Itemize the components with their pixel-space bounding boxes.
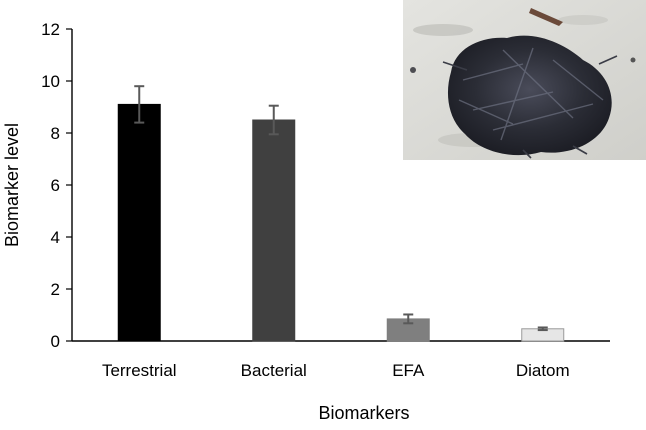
y-tick-label: 2 [51, 280, 60, 299]
y-ticks: 0 2 4 6 8 10 12 [41, 20, 72, 351]
debris-twig [529, 8, 563, 26]
x-tick-label-diatom: Diatom [516, 361, 570, 380]
y-tick-label: 0 [51, 332, 60, 351]
y-tick-label: 10 [41, 72, 60, 91]
inset-photo [403, 0, 646, 160]
error-bar-bacterial [268, 104, 279, 136]
y-tick-label: 4 [51, 228, 60, 247]
organic-clump [447, 35, 612, 156]
bar-bacterial [252, 119, 296, 342]
y-tick-label: 6 [51, 176, 60, 195]
error-bar-efa [403, 313, 414, 325]
bars [117, 103, 565, 342]
x-tick-label-bacterial: Bacterial [241, 361, 307, 380]
error-bars [134, 85, 548, 332]
x-ticks: Terrestrial Bacterial EFA Diatom [102, 361, 570, 380]
x-tick-label-efa: EFA [392, 361, 425, 380]
error-bar-diatom [537, 326, 548, 332]
error-bar-terrestrial [134, 85, 145, 124]
y-tick-label: 12 [41, 20, 60, 39]
bar-terrestrial [117, 103, 161, 342]
x-tick-label-terrestrial: Terrestrial [102, 361, 177, 380]
y-axis-title: Biomarker level [2, 123, 22, 247]
y-tick-label: 8 [51, 124, 60, 143]
x-axis-title: Biomarkers [318, 403, 409, 423]
